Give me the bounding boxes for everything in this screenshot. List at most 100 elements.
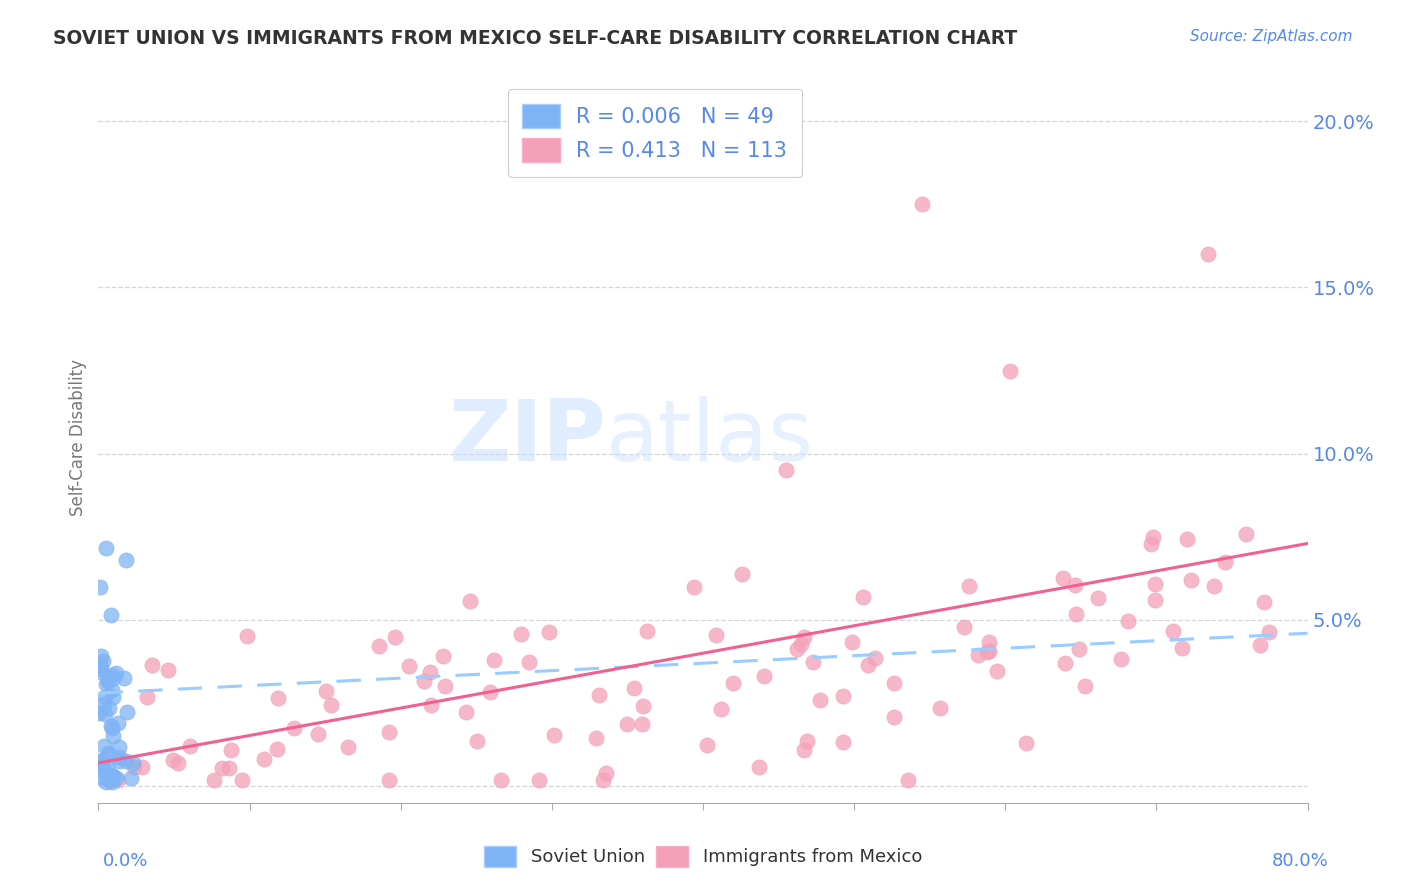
Point: [458, 593, 481, 607]
Point: [883, 675, 905, 690]
Point: [231, 772, 253, 787]
Point: [156, 663, 179, 677]
Point: [588, 688, 610, 702]
Point: [863, 651, 886, 665]
Point: [101, 668, 124, 682]
Point: [96, 541, 118, 555]
Point: [89, 770, 111, 784]
Point: [89, 657, 111, 672]
Point: [89, 763, 111, 777]
Point: [979, 634, 1001, 648]
Point: [336, 740, 359, 755]
Point: [1257, 624, 1279, 639]
Point: [100, 774, 122, 789]
Point: [631, 717, 654, 731]
Point: [98, 747, 121, 761]
Point: [97, 746, 120, 760]
Point: [543, 728, 565, 742]
Point: [1140, 537, 1163, 551]
Point: [236, 629, 259, 643]
Point: [101, 671, 124, 685]
Point: [433, 679, 456, 693]
Point: [1116, 615, 1139, 629]
Point: [267, 691, 290, 706]
Legend: Soviet Union, Immigrants from Mexico: Soviet Union, Immigrants from Mexico: [477, 838, 929, 874]
Point: [252, 752, 274, 766]
Point: [832, 690, 855, 704]
Point: [831, 734, 853, 748]
Point: [101, 690, 124, 705]
Point: [94, 775, 117, 789]
Point: [107, 754, 129, 768]
Point: [585, 731, 607, 746]
Point: [852, 591, 875, 605]
Point: [101, 729, 124, 743]
Point: [93, 697, 115, 711]
Point: [752, 669, 775, 683]
Point: [517, 655, 540, 669]
Point: [1180, 573, 1202, 587]
Point: [87, 706, 110, 720]
Point: [510, 626, 533, 640]
Point: [710, 702, 733, 716]
Point: [637, 624, 659, 639]
Point: [479, 685, 502, 699]
Point: [467, 733, 489, 747]
Point: [167, 756, 190, 770]
Point: [100, 607, 122, 622]
Point: [90, 662, 112, 676]
Point: [775, 463, 797, 477]
Point: [315, 684, 337, 698]
Point: [623, 681, 645, 695]
Point: [97, 674, 120, 689]
Point: [104, 666, 127, 681]
Point: [96, 758, 118, 772]
Point: [616, 716, 638, 731]
Point: [97, 673, 120, 687]
Point: [1064, 578, 1087, 592]
Point: [112, 671, 135, 685]
Point: [93, 739, 115, 754]
Point: [107, 772, 129, 787]
Legend: R = 0.006   N = 49, R = 0.413   N = 113: R = 0.006 N = 49, R = 0.413 N = 113: [508, 89, 801, 177]
Point: [808, 693, 831, 707]
Text: 0.0%: 0.0%: [103, 852, 148, 870]
Point: [1197, 247, 1219, 261]
Point: [91, 759, 114, 773]
Point: [1161, 624, 1184, 638]
Point: [786, 642, 808, 657]
Point: [953, 620, 976, 634]
Point: [105, 771, 128, 785]
Point: [748, 760, 770, 774]
Point: [1052, 571, 1074, 585]
Point: [1015, 736, 1038, 750]
Point: [592, 772, 614, 787]
Point: [986, 664, 1008, 678]
Point: [793, 630, 815, 644]
Point: [384, 630, 406, 644]
Point: [1234, 526, 1257, 541]
Point: [883, 710, 905, 724]
Point: [162, 753, 184, 767]
Point: [91, 755, 114, 769]
Point: [967, 648, 990, 662]
Point: [378, 772, 401, 787]
Point: [1144, 577, 1167, 591]
Point: [1064, 607, 1087, 621]
Point: [101, 722, 124, 736]
Point: [1249, 639, 1271, 653]
Point: [631, 698, 654, 713]
Point: [90, 649, 112, 664]
Point: [801, 655, 824, 669]
Point: [489, 772, 512, 787]
Point: [136, 690, 159, 705]
Point: [841, 634, 863, 648]
Point: [283, 721, 305, 735]
Point: [90, 665, 112, 679]
Point: [704, 628, 727, 642]
Point: [1053, 656, 1076, 670]
Point: [1213, 555, 1236, 569]
Point: [929, 701, 952, 715]
Point: [101, 682, 124, 697]
Point: [308, 726, 330, 740]
